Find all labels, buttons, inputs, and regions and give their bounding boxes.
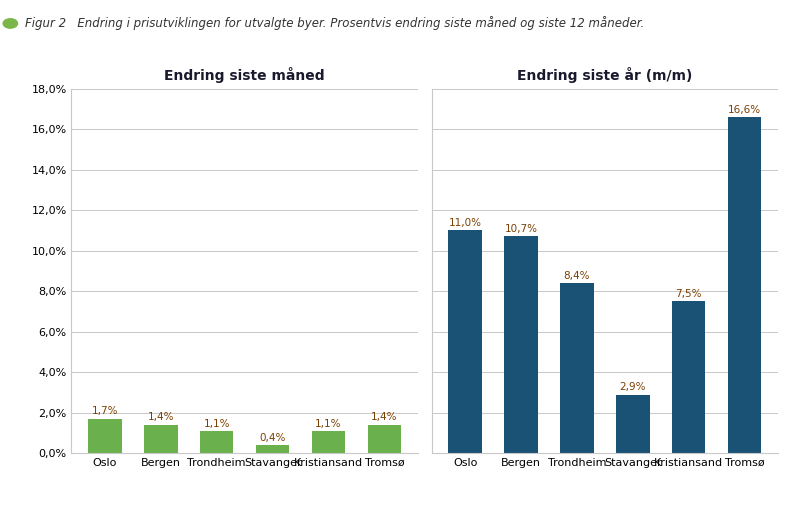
Text: 1,7%: 1,7% <box>92 406 118 416</box>
Bar <box>728 117 761 453</box>
Text: 8,4%: 8,4% <box>564 270 590 281</box>
Bar <box>200 431 233 453</box>
Bar <box>561 283 594 453</box>
Text: 2,9%: 2,9% <box>619 382 646 392</box>
Bar <box>616 394 649 453</box>
Title: Endring siste måned: Endring siste måned <box>164 67 325 83</box>
Bar <box>144 425 178 453</box>
Bar <box>368 425 401 453</box>
Bar <box>504 237 538 453</box>
Bar <box>256 445 289 453</box>
Text: 1,4%: 1,4% <box>371 413 398 423</box>
Text: 16,6%: 16,6% <box>728 105 761 115</box>
Text: 10,7%: 10,7% <box>505 224 538 234</box>
Title: Endring siste år (m/m): Endring siste år (m/m) <box>517 67 692 83</box>
Text: 1,1%: 1,1% <box>315 418 341 429</box>
Text: 1,4%: 1,4% <box>148 413 174 423</box>
Bar <box>672 301 706 453</box>
Text: Figur 2   Endring i prisutviklingen for utvalgte byer. Prosentvis endring siste : Figur 2 Endring i prisutviklingen for ut… <box>25 17 645 30</box>
Text: 11,0%: 11,0% <box>449 218 482 228</box>
Text: 1,1%: 1,1% <box>203 418 230 429</box>
Text: 7,5%: 7,5% <box>676 289 702 299</box>
Bar <box>312 431 345 453</box>
Bar <box>88 419 121 453</box>
Text: 0,4%: 0,4% <box>260 433 286 443</box>
Bar <box>449 230 482 453</box>
